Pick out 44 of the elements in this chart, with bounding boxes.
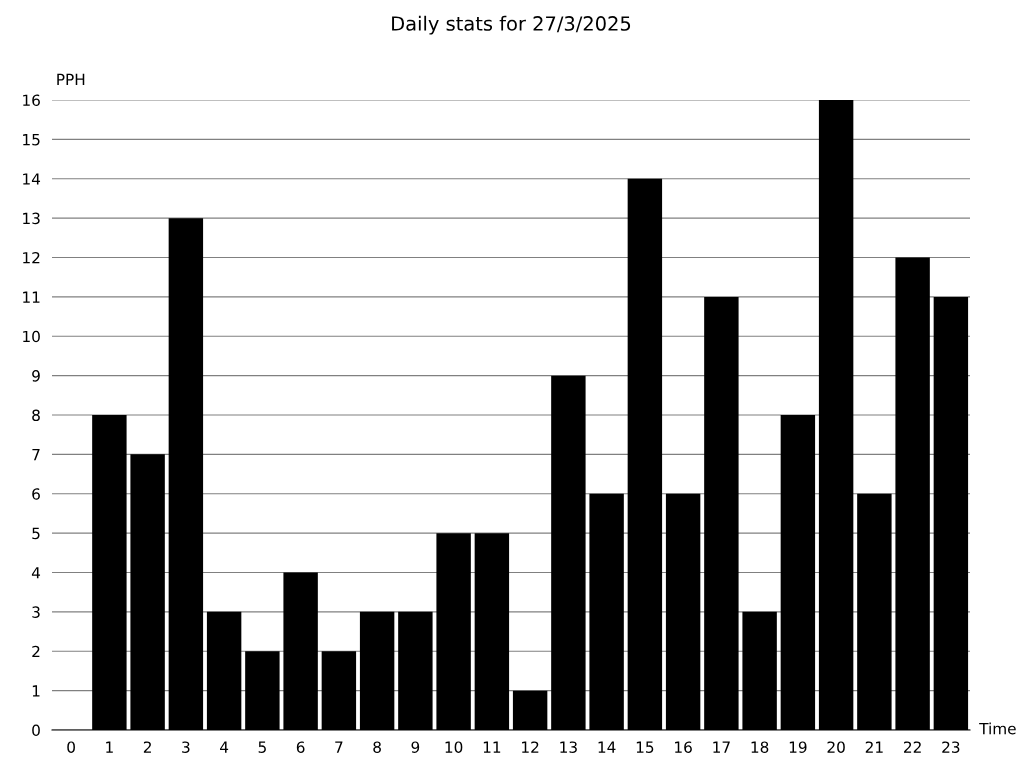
y-tick-label: 9 — [32, 370, 40, 382]
x-tick-label: 5 — [258, 741, 266, 753]
x-tick-label: 10 — [445, 741, 463, 753]
x-tick-label: 13 — [560, 741, 577, 753]
y-tick-label: 1 — [32, 685, 40, 697]
x-tick-label: 19 — [789, 741, 807, 753]
x-tick-label: 18 — [751, 741, 769, 753]
x-tick-label: 8 — [373, 741, 381, 753]
x-tick-label: 9 — [411, 741, 420, 753]
x-tick-label: 4 — [220, 741, 229, 753]
y-tick-label: 5 — [32, 527, 40, 540]
y-tick-label: 14 — [23, 173, 41, 185]
x-tick-label: 17 — [713, 741, 730, 753]
y-tick-label: 4 — [31, 567, 41, 579]
x-axis-title: Time — [979, 722, 1016, 735]
y-tick-label: 16 — [23, 94, 40, 107]
y-tick-label: 10 — [23, 330, 40, 343]
y-tick-label: 13 — [23, 212, 40, 225]
y-tick-label: 7 — [32, 449, 40, 461]
x-tick-label: 21 — [865, 741, 883, 753]
x-tick-label: 11 — [483, 741, 501, 753]
y-tick-label: 12 — [23, 251, 40, 264]
y-tick-label: 15 — [23, 134, 40, 146]
y-axis-title: PPH — [57, 73, 85, 86]
y-tick-label: 8 — [32, 409, 40, 422]
x-tick-label: 23 — [942, 741, 960, 753]
x-tick-label: 22 — [904, 741, 921, 753]
x-tick-label: 15 — [636, 741, 654, 753]
x-tick-label: 6 — [296, 741, 305, 753]
x-tick-label: 3 — [182, 741, 190, 753]
x-tick-label: 0 — [67, 741, 75, 753]
x-tick-label: 7 — [335, 741, 343, 753]
x-tick-label: 16 — [675, 741, 692, 753]
x-tick-label: 12 — [522, 741, 539, 753]
y-tick-label: 3 — [32, 606, 40, 618]
y-tick-label: 0 — [32, 724, 40, 737]
y-tick-label: 6 — [32, 488, 40, 500]
y-tick-label: 11 — [23, 291, 40, 303]
x-tick-label: 1 — [106, 741, 113, 753]
x-tick-label: 14 — [598, 741, 616, 753]
chart-title: Daily stats for 27/3/2025 — [392, 15, 631, 35]
y-tick-label: 2 — [32, 645, 40, 658]
x-tick-label: 2 — [143, 741, 151, 753]
x-tick-label: 20 — [827, 741, 845, 753]
